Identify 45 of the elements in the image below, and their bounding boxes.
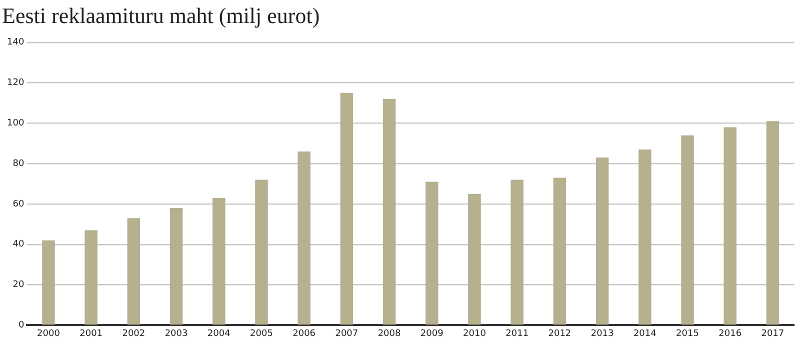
x-tick-label: 2017 [761,328,784,339]
x-tick-label: 2003 [164,328,188,339]
bar [255,180,268,325]
x-tick-label: 2005 [250,328,273,339]
x-tick-label: 2012 [548,328,572,339]
bar [298,151,310,325]
bar [127,218,140,325]
x-tick-label: 2016 [718,328,742,339]
y-tick-label: 60 [12,199,24,210]
bar [84,230,98,325]
x-tick-label: 2008 [378,328,402,339]
y-tick-label: 80 [12,158,24,169]
x-tick-label: 2007 [335,328,358,339]
x-tick-label: 2001 [80,328,103,339]
x-tick-label: 2015 [676,328,699,339]
bar [212,198,226,325]
bar [510,180,524,325]
chart-title: Eesti reklaamituru maht (milj eurot) [2,3,320,29]
x-tick-label: 2010 [463,328,486,339]
bar [766,121,780,325]
bar [468,194,481,325]
x-tick-label: 2009 [420,328,444,339]
bar [681,135,694,325]
bar [724,127,736,325]
x-tick-label: 2013 [590,328,614,339]
bar [596,158,609,325]
y-tick-label: 20 [12,280,24,290]
x-tick-label: 2006 [292,328,316,339]
y-tick-label: 120 [6,78,24,88]
bar [340,92,354,325]
y-tick-label: 140 [6,38,24,48]
x-tick-label: 2000 [37,328,60,339]
x-tick-label: 2011 [506,328,529,339]
y-tick-label: 0 [18,320,24,331]
y-tick-label: 100 [6,118,24,129]
bar [553,178,566,325]
x-tick-label: 2002 [122,328,146,339]
bar [42,240,55,325]
bar [382,98,396,325]
y-tick-label: 40 [12,240,24,250]
x-tick-label: 2014 [633,328,657,339]
bar [638,149,652,325]
bar [170,208,183,325]
bar [426,182,438,325]
x-tick-label: 2004 [207,328,231,339]
